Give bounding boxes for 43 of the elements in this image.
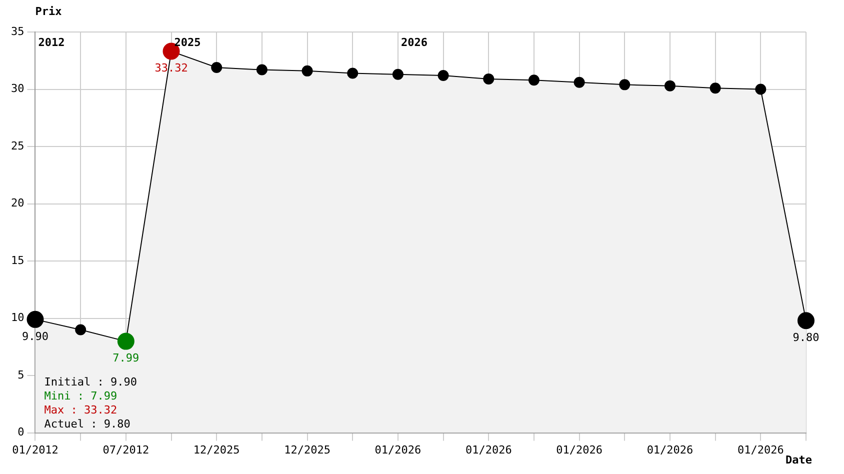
x-axis-title: Date (786, 454, 812, 467)
point (438, 70, 449, 82)
annotation: 2012 (38, 36, 65, 49)
y-tick-label: 35 (10, 24, 24, 38)
x-tick-label: 01/2026 (737, 443, 784, 456)
y-axis-title: Prix (35, 4, 62, 18)
point (75, 324, 86, 336)
y-tick-label: 10 (10, 311, 24, 324)
x-tick-label: 07/2012 (102, 443, 150, 456)
y-tick-label: 15 (10, 254, 24, 267)
point (347, 68, 358, 79)
point (528, 74, 540, 86)
y-tick-label: 5 (18, 368, 24, 382)
data-label: 9.80 (792, 330, 820, 344)
point (256, 64, 268, 76)
annotation: Mini : 7.99 (44, 390, 118, 403)
annotation: Max : 33.32 (44, 404, 118, 417)
point (574, 76, 585, 88)
point (211, 62, 222, 73)
y-tick-label: 20 (10, 196, 24, 210)
y-tick-label: 30 (10, 82, 24, 96)
y-tick-label: 0 (18, 426, 24, 439)
point (664, 80, 676, 92)
y-tick-label: 25 (10, 139, 24, 152)
x-tick-label: 01/2026 (374, 443, 422, 456)
point (302, 65, 313, 76)
x-tick-label: 01/2026 (465, 443, 512, 456)
x-tick-label: 12/2025 (193, 443, 240, 456)
point (392, 68, 404, 80)
annotation: 2026 (400, 36, 428, 49)
x-tick-label: 12/2025 (284, 443, 330, 456)
data-label: 7.99 (112, 352, 140, 365)
annotation: 2025 (174, 36, 201, 49)
x-tick-label: 01/2012 (12, 443, 58, 456)
x-tick-label: 01/2026 (556, 443, 602, 456)
point (755, 84, 766, 95)
point (619, 79, 630, 90)
data-label: 9.90 (22, 330, 48, 343)
x-tick-label: 01/2026 (646, 443, 694, 456)
point (483, 73, 494, 84)
annotation: Initial : 9.90 (44, 376, 137, 389)
annotation: Actuel : 9.80 (44, 418, 130, 431)
point (710, 82, 721, 94)
